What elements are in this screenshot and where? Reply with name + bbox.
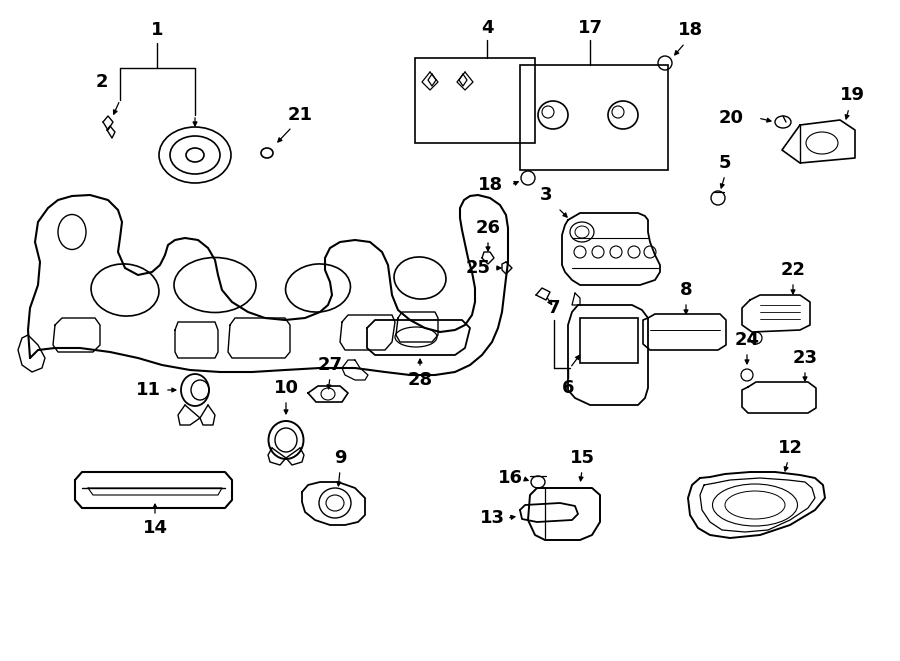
Text: 15: 15	[570, 449, 595, 467]
Text: 14: 14	[142, 519, 167, 537]
Text: 18: 18	[678, 21, 703, 39]
Bar	[520, 65, 668, 170]
Text: 22: 22	[780, 261, 806, 279]
Text: 12: 12	[778, 439, 803, 457]
Text: 7: 7	[548, 299, 560, 317]
Text: 1: 1	[151, 21, 163, 39]
Text: 19: 19	[840, 86, 865, 104]
Bar	[415, 58, 535, 143]
Text: 21: 21	[287, 106, 312, 124]
Text: 4: 4	[481, 19, 493, 37]
Text: 3: 3	[540, 186, 553, 204]
Text: 28: 28	[408, 371, 433, 389]
Text: 26: 26	[475, 219, 500, 237]
Text: 10: 10	[274, 379, 299, 397]
Bar	[580, 318, 638, 363]
Text: 23: 23	[793, 349, 817, 367]
Text: 16: 16	[498, 469, 523, 487]
Text: 8: 8	[680, 281, 692, 299]
Text: 25: 25	[465, 259, 491, 277]
Text: 24: 24	[734, 331, 760, 349]
Text: 17: 17	[578, 19, 602, 37]
Text: 27: 27	[318, 356, 343, 374]
Text: 9: 9	[334, 449, 346, 467]
Text: 20: 20	[718, 109, 743, 127]
Text: 18: 18	[479, 176, 504, 194]
Text: 13: 13	[480, 509, 505, 527]
Text: 6: 6	[562, 379, 574, 397]
Text: 11: 11	[136, 381, 160, 399]
Text: 2: 2	[95, 73, 108, 91]
Text: 5: 5	[719, 154, 731, 172]
